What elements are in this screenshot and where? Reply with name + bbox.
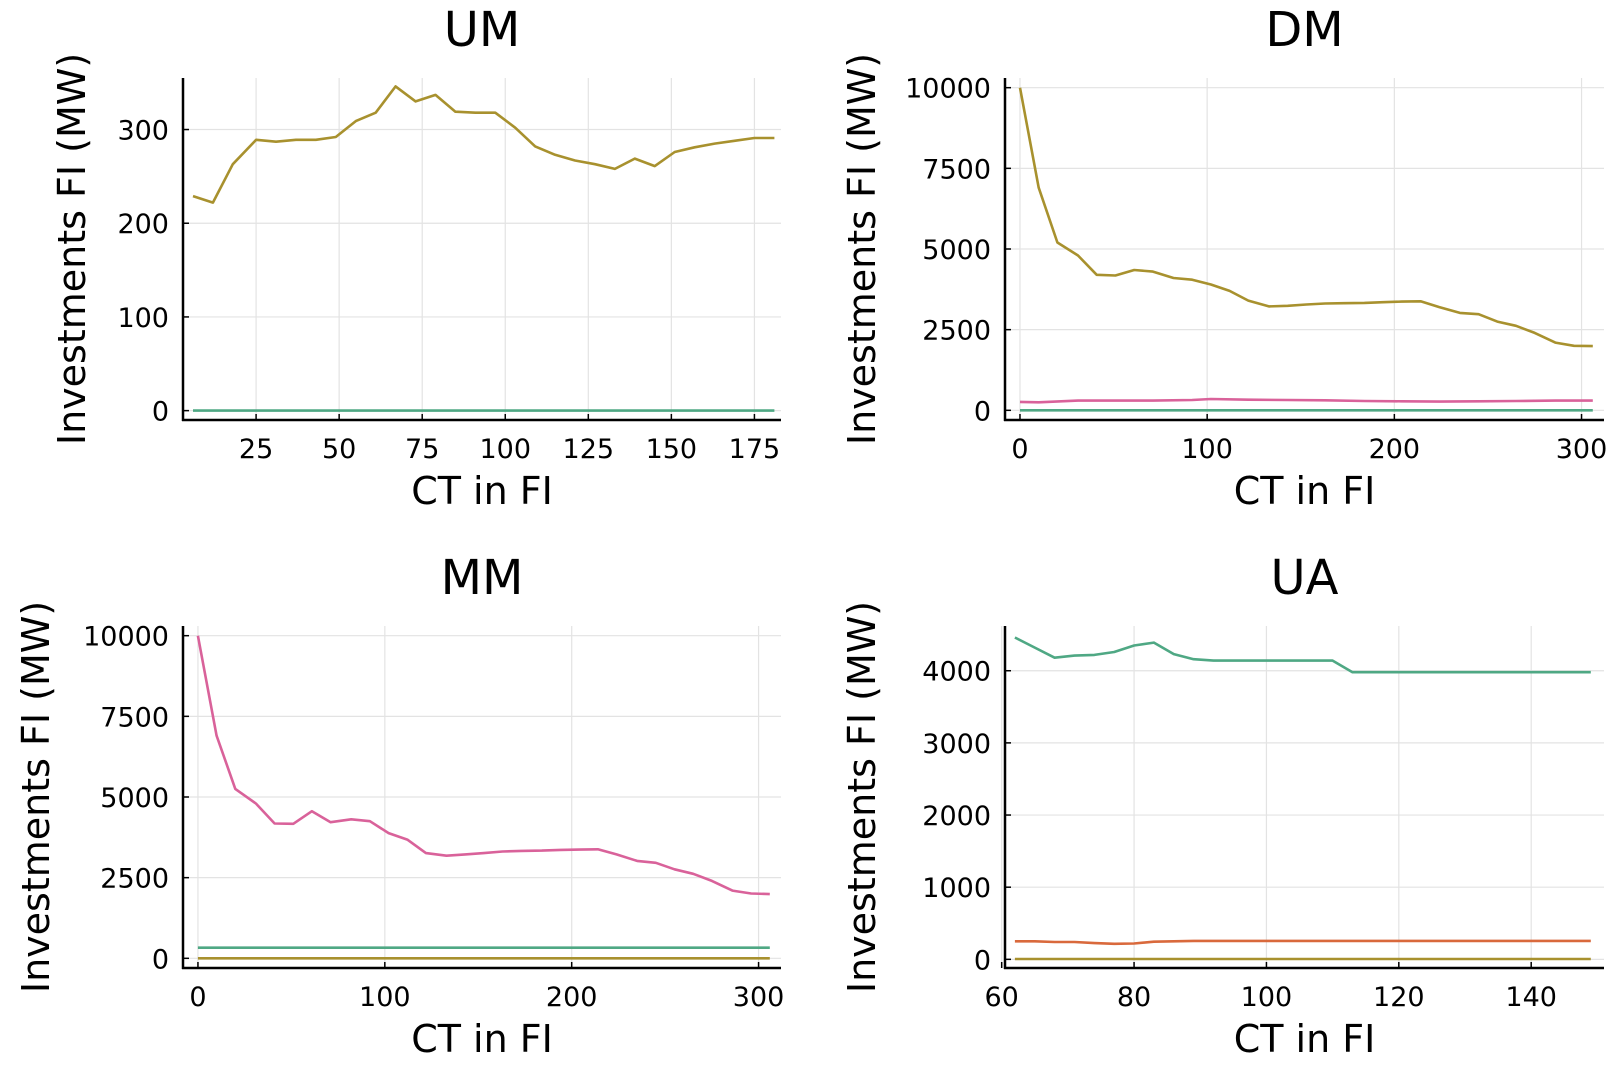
x-tick-label: 50	[322, 434, 356, 465]
x-tick-label: 0	[189, 982, 206, 1013]
y-tick-label: 2000	[922, 801, 991, 832]
series-line-pink	[1019, 397, 1593, 404]
x-tick-label: 150	[646, 434, 698, 465]
x-axis-label: CT in FI	[411, 469, 553, 513]
x-tick-label: 120	[1373, 982, 1425, 1013]
x-axis-label: CT in FI	[1234, 1017, 1376, 1061]
x-tick-label: 100	[359, 982, 411, 1013]
x-tick-label: 140	[1505, 982, 1557, 1013]
y-tick-label: 10000	[905, 74, 991, 105]
x-axis-label: CT in FI	[411, 1017, 553, 1061]
x-tick-label: 80	[1117, 982, 1151, 1013]
y-axis-label: Investments FI (MW)	[50, 53, 94, 445]
x-tick-label: 100	[1241, 982, 1293, 1013]
y-tick-label: 0	[974, 945, 991, 976]
subplot-ua: 60 80 100 120 140 0 1000 2000 3000 4000 UA CT in FI…	[840, 550, 1604, 1061]
x-tick-label: 200	[546, 982, 598, 1013]
y-tick-label: 200	[117, 209, 169, 240]
x-tick-label: 100	[479, 434, 531, 465]
y-tick-label: 0	[152, 944, 169, 975]
series-line-olive	[192, 85, 775, 204]
chart-title: UM	[444, 2, 521, 58]
y-tick-label: 2500	[100, 864, 169, 895]
x-tick-label: 75	[405, 434, 439, 465]
x-tick-label: 300	[1556, 434, 1608, 465]
x-tick-label: 175	[729, 434, 781, 465]
y-tick-label: 1000	[922, 873, 991, 904]
y-tick-label: 10000	[83, 622, 169, 653]
y-axis-label: Investments FI (MW)	[14, 601, 58, 993]
y-tick-label: 5000	[100, 783, 169, 814]
series-line-green	[1014, 636, 1591, 674]
y-tick-label: 2500	[922, 316, 991, 347]
x-tick-label: 100	[1181, 434, 1233, 465]
chart-title: UA	[1271, 550, 1339, 606]
y-tick-label: 300	[117, 116, 169, 147]
subplot-mm: 0 100 200 300 0 2500 5000 7500 10000 MM CT in FI In…	[14, 550, 784, 1061]
y-tick-label: 3000	[922, 729, 991, 760]
x-tick-label: 60	[985, 982, 1019, 1013]
x-axis-label: CT in FI	[1234, 469, 1376, 513]
subplot-dm: 0 100 200 300 0 2500 5000 7500 10000 DM CT in FI In…	[840, 2, 1607, 513]
x-tick-label: 125	[563, 434, 615, 465]
y-tick-label: 100	[117, 303, 169, 334]
y-tick-label: 5000	[922, 235, 991, 266]
subplot-um: 25 50 75 100 125 150 175 0 100 200 300 UM CT in FI In…	[50, 2, 781, 513]
series-line-olive	[1018, 87, 1593, 348]
y-axis-label: Investments FI (MW)	[840, 601, 884, 993]
x-tick-label: 0	[1011, 434, 1028, 465]
y-tick-label: 7500	[922, 154, 991, 185]
y-tick-label: 0	[152, 397, 169, 428]
y-tick-label: 4000	[922, 657, 991, 688]
series-line-pink	[196, 635, 770, 896]
x-tick-label: 200	[1369, 434, 1421, 465]
chart-title: DM	[1265, 2, 1343, 58]
y-tick-label: 0	[974, 396, 991, 427]
y-tick-label: 7500	[100, 702, 169, 733]
y-axis-label: Investments FI (MW)	[840, 53, 884, 445]
x-tick-label: 25	[239, 434, 273, 465]
series-line-orange	[1014, 939, 1591, 946]
chart-title: MM	[441, 550, 524, 606]
x-tick-label: 300	[733, 982, 785, 1013]
